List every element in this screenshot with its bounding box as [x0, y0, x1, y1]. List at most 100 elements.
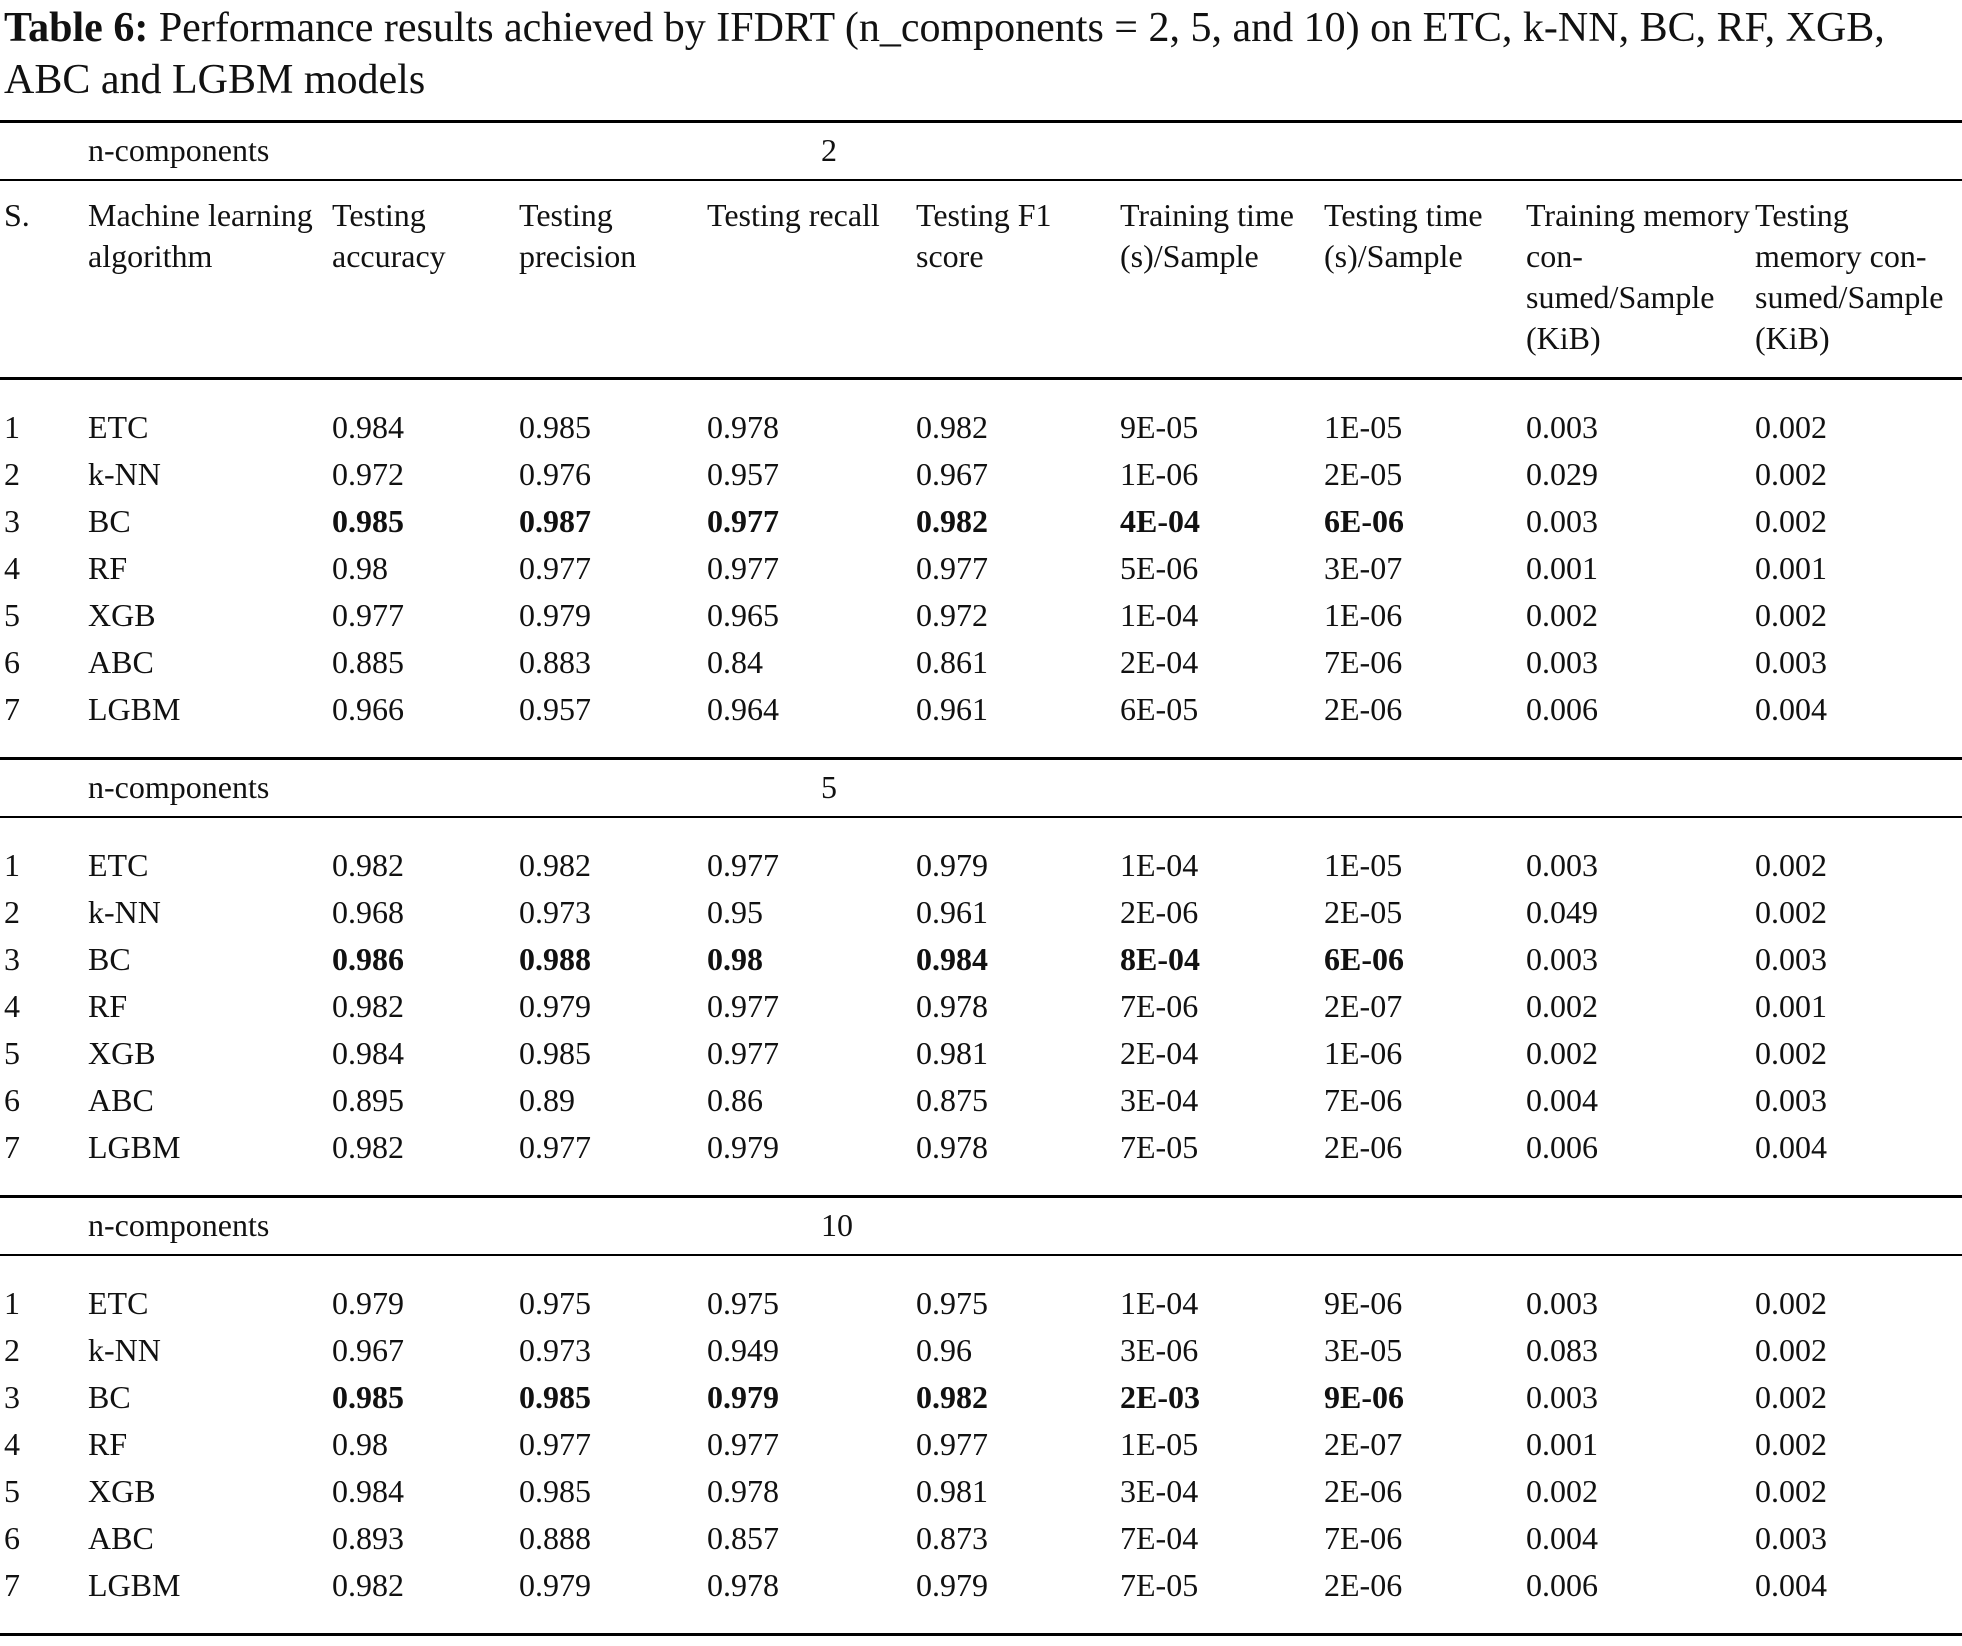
- cell: ABC: [88, 1082, 154, 1118]
- cell: 0.975: [519, 1285, 591, 1321]
- section-row: n-components 5: [0, 758, 1962, 818]
- cell: 0.003: [1755, 941, 1827, 977]
- cell: 1: [4, 1285, 20, 1321]
- cell: 0.006: [1522, 686, 1751, 760]
- data-row: 4 RF 0.98 0.977 0.977 0.977 5E-06 3E-07 0.001 0.0…: [0, 545, 1962, 592]
- cell: 0.968: [332, 894, 404, 930]
- cell: 0.003: [1526, 503, 1598, 539]
- caption-label: Table 6:: [4, 5, 149, 51]
- section-value: 10: [703, 1196, 1962, 1256]
- cell: 2E-06: [1320, 1562, 1522, 1636]
- section-value: 5: [703, 758, 1962, 818]
- cell: 2E-05: [1324, 456, 1403, 492]
- cell: 0.982: [328, 1562, 515, 1636]
- data-row: 1 ETC 0.979 0.975 0.975 0.975 1E-04 9E-06 0.003 0…: [0, 1255, 1962, 1327]
- cell: 1E-06: [1120, 456, 1199, 492]
- cell: 0.981: [916, 1035, 988, 1071]
- cell: 4: [4, 550, 20, 586]
- data-row: 4 RF 0.982 0.979 0.977 0.978 7E-06 2E-07 0.002 0.…: [0, 983, 1962, 1030]
- cell: 0.002: [1755, 1473, 1827, 1509]
- cell: 0.972: [332, 456, 404, 492]
- cell: 0.006: [1522, 1124, 1751, 1198]
- cell: 0.89: [519, 1082, 575, 1118]
- cell: 0.977: [332, 597, 404, 633]
- cell: 1E-04: [1120, 597, 1199, 633]
- cell: 0.003: [1755, 1082, 1827, 1118]
- cell: 0.002: [1526, 597, 1598, 633]
- cell: 2E-04: [1120, 1035, 1199, 1071]
- cell: 3: [4, 941, 20, 977]
- cell: 3E-05: [1324, 1332, 1403, 1368]
- cell: 0.861: [916, 644, 988, 680]
- cell: 0.982: [332, 847, 404, 883]
- cell: 7E-06: [1324, 1520, 1403, 1556]
- cell: ETC: [88, 1285, 149, 1321]
- section-row: n-components 10: [0, 1196, 1962, 1256]
- cell: 0.977: [707, 988, 779, 1024]
- column-header: Testing precision: [515, 180, 703, 380]
- cell: 0.002: [1755, 1379, 1827, 1415]
- cell: 0.957: [515, 686, 703, 760]
- cell: 0.001: [1526, 1426, 1598, 1462]
- cell: 0.002: [1755, 1332, 1827, 1368]
- cell: 0.949: [707, 1332, 779, 1368]
- cell: 0.95: [707, 894, 763, 930]
- cell: 0.002: [1755, 597, 1827, 633]
- cell: 0.004: [1751, 1124, 1962, 1198]
- cell: 7E-05: [1116, 1562, 1320, 1636]
- data-row: 7 LGBM 0.982 0.979 0.978 0.979 7E-05 2E-06 0.006…: [0, 1562, 1962, 1636]
- cell: 0.977: [515, 1124, 703, 1198]
- data-row: 5 XGB 0.984 0.985 0.977 0.981 2E-04 1E-06 0.002 0…: [0, 1030, 1962, 1077]
- column-header: Testing accuracy: [328, 180, 515, 380]
- cell: 7E-06: [1120, 988, 1199, 1024]
- cell: 0.984: [916, 941, 988, 977]
- cell: 0.001: [1526, 550, 1598, 586]
- cell: 0.988: [519, 941, 591, 977]
- data-row: 5 XGB 0.984 0.985 0.978 0.981 3E-04 2E-06 0.002 0…: [0, 1468, 1962, 1515]
- cell: 1E-06: [1324, 1035, 1403, 1071]
- cell: 0.961: [912, 686, 1116, 760]
- data-row: 7 LGBM 0.966 0.957 0.964 0.961 6E-05 2E-06 0.006…: [0, 686, 1962, 760]
- cell: 0.985: [332, 503, 404, 539]
- data-row: 6 ABC 0.895 0.89 0.86 0.875 3E-04 7E-06 0.004 0.0…: [0, 1077, 1962, 1124]
- cell: ABC: [88, 1520, 154, 1556]
- cell: 3E-06: [1120, 1332, 1199, 1368]
- cell: 0.981: [916, 1473, 988, 1509]
- cell: 2: [4, 894, 20, 930]
- cell: LGBM: [84, 686, 328, 760]
- data-row: 1 ETC 0.982 0.982 0.977 0.979 1E-04 1E-05 0.003 0…: [0, 817, 1962, 889]
- column-header: S.: [0, 180, 84, 380]
- section-label: n-components: [84, 121, 703, 181]
- cell: ABC: [88, 644, 154, 680]
- cell: 0.982: [519, 847, 591, 883]
- data-row: 6 ABC 0.893 0.888 0.857 0.873 7E-04 7E-06 0.004 0…: [0, 1515, 1962, 1562]
- data-row: 5 XGB 0.977 0.979 0.965 0.972 1E-04 1E-06 0.002 0…: [0, 592, 1962, 639]
- cell: k-NN: [88, 456, 161, 492]
- data-row: 1 ETC 0.984 0.985 0.978 0.982 9E-05 1E-05 0.003 0…: [0, 379, 1962, 452]
- data-row: 2 k-NN 0.972 0.976 0.957 0.967 1E-06 2E-05 0.029…: [0, 451, 1962, 498]
- cell: 0.964: [703, 686, 912, 760]
- data-row: 4 RF 0.98 0.977 0.977 0.977 1E-05 2E-07 0.001 0.0…: [0, 1421, 1962, 1468]
- cell: XGB: [88, 1035, 156, 1071]
- cell: 0.975: [707, 1285, 779, 1321]
- cell: 7E-04: [1120, 1520, 1199, 1556]
- cell: 0.002: [1755, 1426, 1827, 1462]
- cell: 0.083: [1526, 1332, 1598, 1368]
- cell: 0.002: [1755, 1035, 1827, 1071]
- cell: 5: [4, 1035, 20, 1071]
- cell: ETC: [88, 409, 149, 445]
- cell: 0.978: [707, 409, 779, 445]
- cell: 0.001: [1755, 550, 1827, 586]
- data-row: 6 ABC 0.885 0.883 0.84 0.861 2E-04 7E-06 0.003 0.…: [0, 639, 1962, 686]
- cell: 9E-05: [1120, 409, 1199, 445]
- cell: 0.976: [519, 456, 591, 492]
- cell: 0.001: [1755, 988, 1827, 1024]
- cell: 0.979: [519, 988, 591, 1024]
- cell: 0.004: [1751, 686, 1962, 760]
- cell: 0.977: [519, 550, 591, 586]
- cell: 0.857: [707, 1520, 779, 1556]
- cell: 0.029: [1526, 456, 1598, 492]
- cell: 0.98: [332, 550, 388, 586]
- cell: 0.883: [519, 644, 591, 680]
